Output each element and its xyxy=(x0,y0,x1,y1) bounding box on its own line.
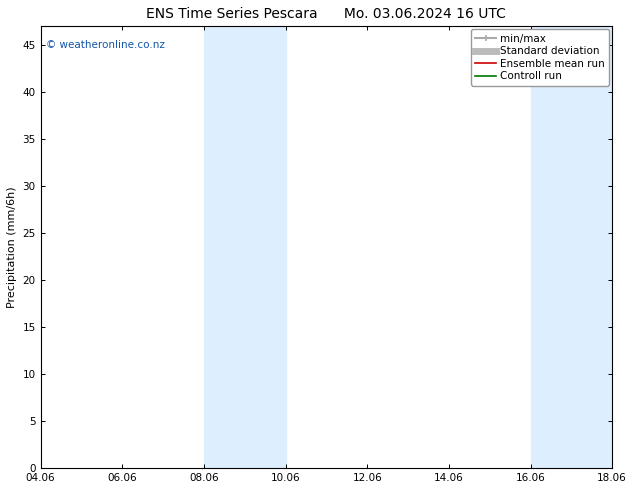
Bar xyxy=(531,26,571,468)
Title: ENS Time Series Pescara      Mo. 03.06.2024 16 UTC: ENS Time Series Pescara Mo. 03.06.2024 1… xyxy=(146,7,507,21)
Y-axis label: Precipitation (mm/6h): Precipitation (mm/6h) xyxy=(7,186,17,308)
Legend: min/max, Standard deviation, Ensemble mean run, Controll run: min/max, Standard deviation, Ensemble me… xyxy=(471,29,609,86)
Bar xyxy=(245,26,285,468)
Bar xyxy=(571,26,612,468)
Bar xyxy=(204,26,245,468)
Text: © weatheronline.co.nz: © weatheronline.co.nz xyxy=(46,40,165,49)
